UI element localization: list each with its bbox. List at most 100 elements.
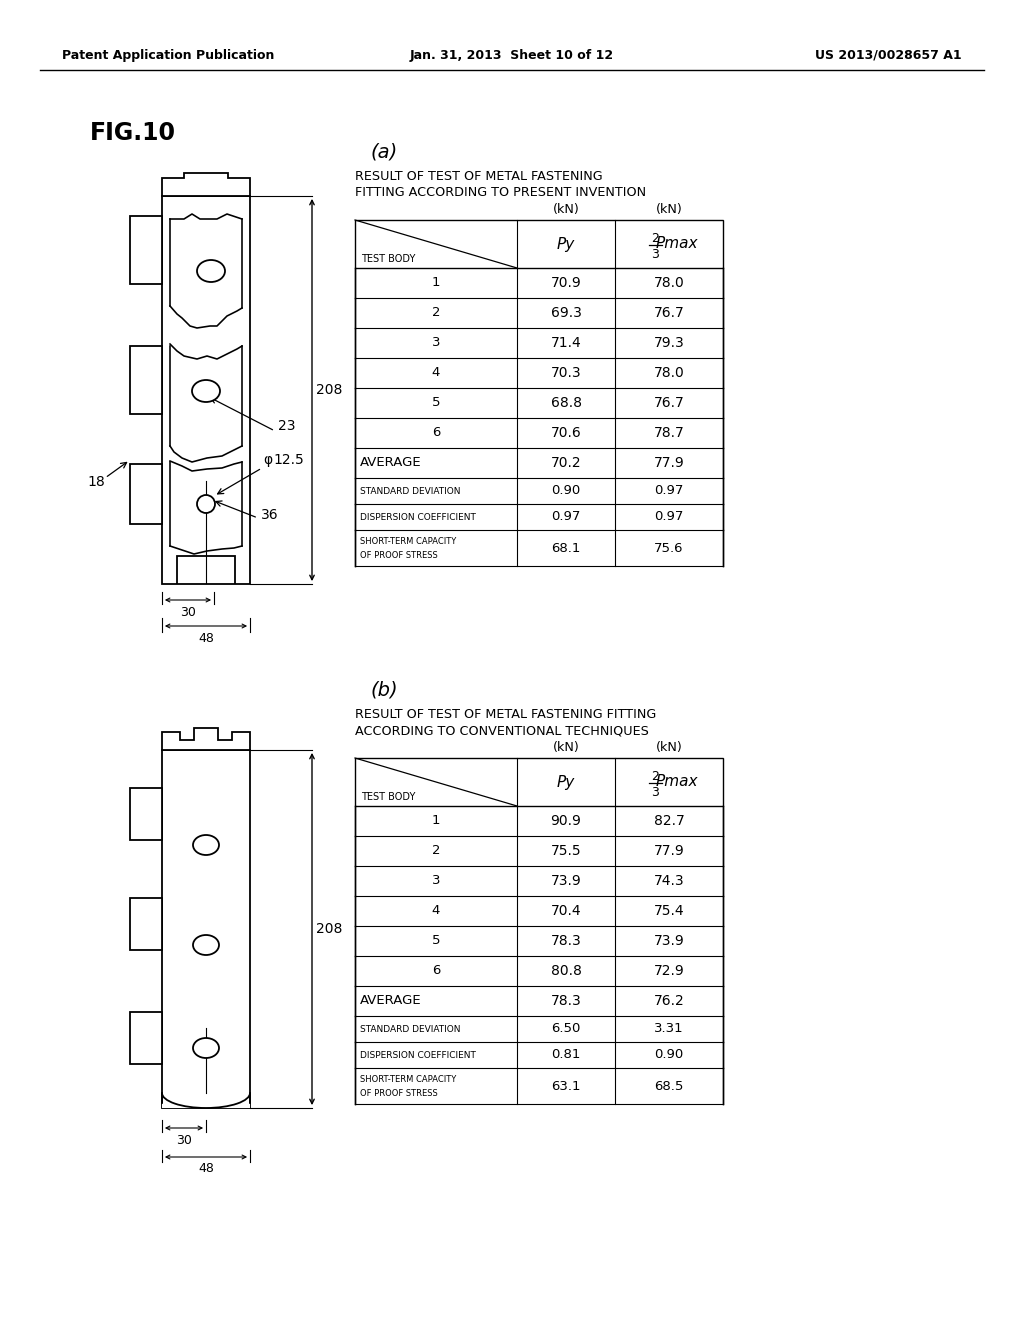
Text: 78.0: 78.0 (653, 276, 684, 290)
Text: 2: 2 (651, 232, 658, 246)
Text: 12.5: 12.5 (273, 453, 304, 467)
Text: 4: 4 (432, 904, 440, 917)
Polygon shape (162, 750, 250, 1107)
Text: 5: 5 (432, 396, 440, 409)
Text: ACCORDING TO CONVENTIONAL TECHNIQUES: ACCORDING TO CONVENTIONAL TECHNIQUES (355, 725, 649, 738)
Text: 70.2: 70.2 (551, 455, 582, 470)
Ellipse shape (193, 836, 219, 855)
Text: 0.97: 0.97 (654, 484, 684, 498)
Text: (b): (b) (370, 681, 397, 700)
Text: RESULT OF TEST OF METAL FASTENING: RESULT OF TEST OF METAL FASTENING (355, 170, 603, 183)
Polygon shape (130, 465, 162, 524)
Text: 73.9: 73.9 (653, 935, 684, 948)
Text: 23: 23 (278, 418, 296, 433)
Text: 30: 30 (180, 606, 196, 619)
Text: Pmax: Pmax (655, 775, 698, 789)
Polygon shape (162, 195, 250, 583)
Text: Py: Py (557, 236, 575, 252)
Text: (a): (a) (370, 143, 397, 161)
Text: FIG.10: FIG.10 (90, 121, 176, 145)
Text: 18: 18 (87, 475, 104, 488)
Text: 0.97: 0.97 (551, 511, 581, 524)
Text: RESULT OF TEST OF METAL FASTENING FITTING: RESULT OF TEST OF METAL FASTENING FITTIN… (355, 709, 656, 722)
Text: 78.3: 78.3 (551, 935, 582, 948)
Text: φ: φ (263, 453, 272, 467)
Text: 208: 208 (316, 383, 342, 397)
Text: 77.9: 77.9 (653, 843, 684, 858)
Text: 72.9: 72.9 (653, 964, 684, 978)
Polygon shape (162, 1104, 250, 1107)
Text: OF PROOF STRESS: OF PROOF STRESS (360, 1089, 437, 1098)
Text: (kN): (kN) (553, 742, 580, 755)
Text: 70.4: 70.4 (551, 904, 582, 917)
Text: Patent Application Publication: Patent Application Publication (62, 49, 274, 62)
Text: 1: 1 (432, 814, 440, 828)
Ellipse shape (197, 260, 225, 282)
Text: SHORT-TERM CAPACITY: SHORT-TERM CAPACITY (360, 1076, 457, 1085)
Text: 76.7: 76.7 (653, 396, 684, 411)
Text: 70.3: 70.3 (551, 366, 582, 380)
Text: 78.7: 78.7 (653, 426, 684, 440)
Polygon shape (130, 898, 162, 950)
Text: 30: 30 (176, 1134, 191, 1147)
Text: 6.50: 6.50 (551, 1023, 581, 1035)
Text: FITTING ACCORDING TO PRESENT INVENTION: FITTING ACCORDING TO PRESENT INVENTION (355, 186, 646, 199)
Text: Jan. 31, 2013  Sheet 10 of 12: Jan. 31, 2013 Sheet 10 of 12 (410, 49, 614, 62)
Polygon shape (130, 788, 162, 840)
Ellipse shape (193, 380, 220, 403)
Text: 0.81: 0.81 (551, 1048, 581, 1061)
Text: 0.90: 0.90 (654, 1048, 684, 1061)
Polygon shape (355, 758, 723, 807)
Text: 75.4: 75.4 (653, 904, 684, 917)
Text: 78.0: 78.0 (653, 366, 684, 380)
Text: 70.6: 70.6 (551, 426, 582, 440)
Text: (kN): (kN) (655, 742, 682, 755)
Text: 68.5: 68.5 (654, 1080, 684, 1093)
Text: 70.9: 70.9 (551, 276, 582, 290)
Polygon shape (130, 216, 162, 284)
Text: 6: 6 (432, 426, 440, 440)
Text: SHORT-TERM CAPACITY: SHORT-TERM CAPACITY (360, 537, 457, 546)
Circle shape (197, 495, 215, 513)
Text: 2: 2 (432, 845, 440, 858)
Text: Py: Py (557, 775, 575, 789)
Text: 73.9: 73.9 (551, 874, 582, 888)
Text: 82.7: 82.7 (653, 814, 684, 828)
Text: 71.4: 71.4 (551, 337, 582, 350)
Text: STANDARD DEVIATION: STANDARD DEVIATION (360, 487, 461, 495)
Text: 75.5: 75.5 (551, 843, 582, 858)
Text: 69.3: 69.3 (551, 306, 582, 319)
Text: 6: 6 (432, 965, 440, 978)
Polygon shape (130, 1012, 162, 1064)
Ellipse shape (193, 935, 219, 954)
Text: DISPERSION COEFFICIENT: DISPERSION COEFFICIENT (360, 512, 476, 521)
Text: 76.7: 76.7 (653, 306, 684, 319)
Text: 79.3: 79.3 (653, 337, 684, 350)
Text: 0.97: 0.97 (654, 511, 684, 524)
Text: AVERAGE: AVERAGE (360, 994, 422, 1007)
Text: 48: 48 (198, 1162, 214, 1175)
Text: 76.2: 76.2 (653, 994, 684, 1008)
Text: 4: 4 (432, 367, 440, 380)
Text: Pmax: Pmax (655, 236, 698, 252)
Text: 90.9: 90.9 (551, 814, 582, 828)
Text: AVERAGE: AVERAGE (360, 457, 422, 470)
Text: 74.3: 74.3 (653, 874, 684, 888)
Text: 3.31: 3.31 (654, 1023, 684, 1035)
Text: 2: 2 (651, 771, 658, 784)
Text: OF PROOF STRESS: OF PROOF STRESS (360, 550, 437, 560)
Text: 0.90: 0.90 (551, 484, 581, 498)
Text: 3: 3 (651, 248, 658, 260)
Text: 2: 2 (432, 306, 440, 319)
Polygon shape (162, 729, 250, 750)
Polygon shape (355, 220, 723, 268)
Text: 75.6: 75.6 (654, 541, 684, 554)
Text: 3: 3 (432, 337, 440, 350)
Text: 3: 3 (651, 785, 658, 799)
Text: 77.9: 77.9 (653, 455, 684, 470)
Text: 5: 5 (432, 935, 440, 948)
Text: 68.8: 68.8 (551, 396, 582, 411)
Text: 3: 3 (432, 874, 440, 887)
Text: 36: 36 (261, 508, 279, 521)
Text: STANDARD DEVIATION: STANDARD DEVIATION (360, 1024, 461, 1034)
